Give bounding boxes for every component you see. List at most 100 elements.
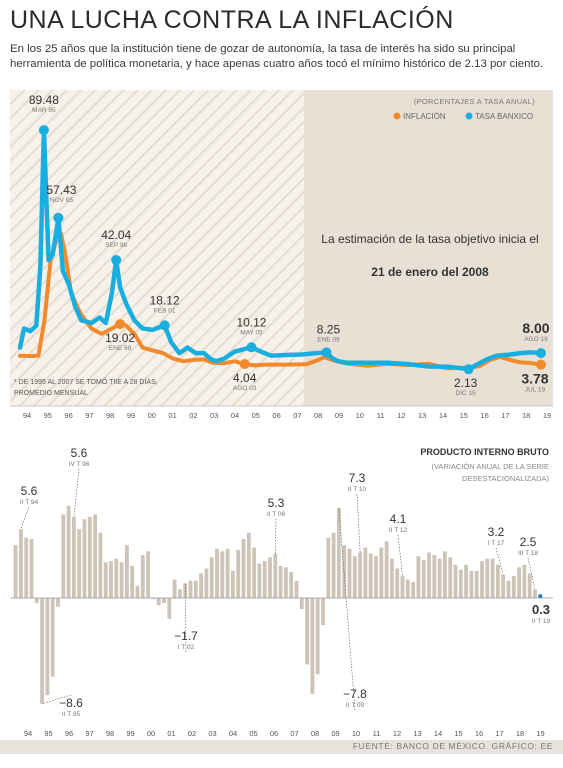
line-x-tick-17: 17 xyxy=(501,411,509,420)
line-point-9 xyxy=(535,348,546,359)
line-label-value-10: 3.78 xyxy=(521,371,548,387)
gdp-bar-84 xyxy=(458,569,463,598)
gdp-bar-20 xyxy=(119,562,124,598)
gdp-x-tick-03: 03 xyxy=(208,729,216,738)
banxico-rate-line xyxy=(17,127,544,372)
line-label-sub-4: FEB 01 xyxy=(154,307,176,314)
gdp-bar-78 xyxy=(427,552,431,598)
line-x-tick-14: 14 xyxy=(439,411,447,420)
gdp-bar-33 xyxy=(188,580,193,598)
gdp-label-value-7: 4.1 xyxy=(390,512,407,526)
gdp-bar-17 xyxy=(103,562,108,598)
line-x-tick-12: 12 xyxy=(397,411,405,420)
gdp-label-sub-9: III T 18 xyxy=(518,550,538,557)
gdp-bar-49 xyxy=(273,553,278,598)
line-x-tick-98: 98 xyxy=(106,411,114,420)
gdp-leader-9 xyxy=(527,557,536,590)
gdp-bar-1 xyxy=(19,529,23,598)
gdp-x-tick-12: 12 xyxy=(393,729,401,738)
gdp-bar-64 xyxy=(352,556,357,598)
line-label-sub-0: MAR 95 xyxy=(32,107,56,114)
gdp-bar-9 xyxy=(61,514,66,598)
line-x-tick-15: 15 xyxy=(460,411,468,420)
line-x-tick-96: 96 xyxy=(64,411,72,420)
gdp-bar-69 xyxy=(379,547,384,598)
gdp-bar-99 xyxy=(538,594,543,598)
gdp-x-tick-07: 07 xyxy=(290,729,298,738)
gdp-label-value-3: −1.7 xyxy=(174,629,198,643)
line-point-6 xyxy=(246,342,257,353)
footnote-line-2: PROMEDIO MENSUAL xyxy=(14,390,88,397)
line-x-ticks: 94 95 96 97 98 99 00 01 02 03 04 05 06 07 08 09 10 11 12 13… xyxy=(23,411,551,420)
line-label-value-8: 2.13 xyxy=(454,376,478,390)
gdp-bar-35 xyxy=(199,573,203,598)
gdp-x-tick-17: 17 xyxy=(495,729,503,738)
gdp-bar-3 xyxy=(29,539,34,598)
legend-inflation-swatch xyxy=(393,112,401,120)
gdp-label-sub-5: II T 09 xyxy=(346,702,365,709)
gdp-leader-3 xyxy=(184,583,187,653)
line-label-sub-1: NOV 95 xyxy=(50,197,74,204)
gdp-bar-56 xyxy=(310,598,315,694)
gdp-bar-7 xyxy=(50,598,55,677)
gdp-leader-0 xyxy=(20,506,30,530)
gdp-bar-73 xyxy=(400,575,405,598)
gdp-bar-21 xyxy=(125,545,129,598)
line-x-tick-01: 01 xyxy=(168,411,176,420)
gdp-bar-13 xyxy=(82,519,87,598)
gdp-x-tick-95: 95 xyxy=(44,729,52,738)
gdp-leader-1 xyxy=(73,468,80,517)
line-x-tick-03: 03 xyxy=(210,411,218,420)
line-x-tick-94: 94 xyxy=(23,411,31,420)
gdp-label-value-1: 5.6 xyxy=(71,446,88,460)
gdp-x-tick-13: 13 xyxy=(413,729,421,738)
gdp-bar-29 xyxy=(167,598,172,619)
gdp-bar-85 xyxy=(464,564,468,598)
gdp-label-value-2: −8.6 xyxy=(59,696,83,710)
gdp-label-sub-4: II T 06 xyxy=(267,511,286,518)
gdp-x-tick-15: 15 xyxy=(454,729,462,738)
line-label-value-7: 8.25 xyxy=(317,322,341,336)
gdp-x-tick-06: 06 xyxy=(270,729,278,738)
gdp-x-tick-94: 94 xyxy=(24,729,32,738)
gdp-bar-37 xyxy=(209,557,214,598)
gdp-bar-4 xyxy=(34,598,39,603)
gdp-bar-26 xyxy=(151,598,156,600)
gdp-bar-50 xyxy=(278,566,283,598)
line-label-sub-8: DIC 15 xyxy=(456,390,477,397)
gdp-bar-67 xyxy=(368,553,373,598)
gdp-bar-52 xyxy=(289,572,294,598)
gdp-bar-22 xyxy=(130,566,135,598)
line-x-tick-06: 06 xyxy=(272,411,280,420)
gdp-bar-95 xyxy=(517,567,521,599)
gdp-bar-81 xyxy=(443,551,447,598)
gdp-bar-92 xyxy=(501,574,506,598)
gdp-bar-47 xyxy=(262,561,267,598)
gdp-bar-80 xyxy=(437,558,442,598)
gdp-bar-15 xyxy=(93,514,97,598)
source-text: FUENTE: BANCO DE MÉXICO. GRÁFICO: EE xyxy=(352,741,553,751)
gdp-x-tick-04: 04 xyxy=(229,729,237,738)
gdp-bar-38 xyxy=(215,548,219,598)
gdp-leader-2 xyxy=(42,694,72,705)
gdp-bar-71 xyxy=(390,558,394,598)
line-label-sub-6: MAY 05 xyxy=(240,329,263,336)
gdp-bar-90 xyxy=(490,558,495,598)
line-label-value-3: 19.02 xyxy=(105,331,135,345)
gdp-subtitle-2: DESESTACIONALIZADA) xyxy=(462,474,549,483)
gdp-bar-77 xyxy=(421,559,426,598)
gdp-bar-16 xyxy=(98,532,103,598)
gdp-bar-86 xyxy=(469,570,474,598)
gdp-bar-58 xyxy=(321,598,325,626)
gdp-bar-40 xyxy=(225,548,230,598)
gdp-bar-6 xyxy=(45,598,50,696)
gdp-bar-34 xyxy=(193,580,198,598)
line-label-value-1: 57.43 xyxy=(46,183,76,197)
gdp-x-tick-08: 08 xyxy=(311,729,319,738)
gdp-x-tick-98: 98 xyxy=(106,729,114,738)
gdp-label-sub-8: I T 17 xyxy=(488,540,505,547)
line-points-layer xyxy=(38,125,546,375)
gdp-bar-53 xyxy=(294,580,299,598)
gdp-bar-18 xyxy=(109,561,113,598)
